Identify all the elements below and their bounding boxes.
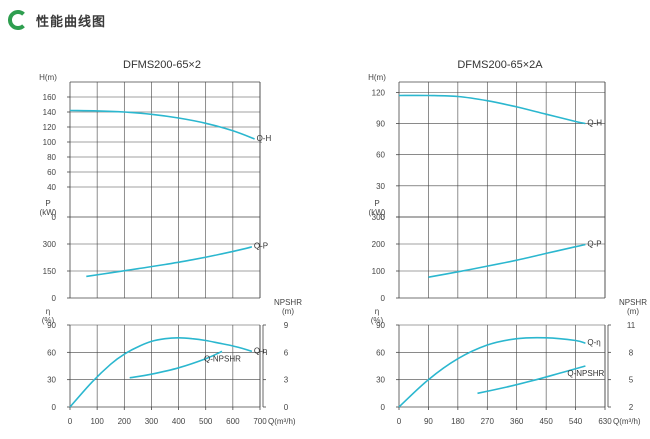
y-tick-label: 0 [52, 403, 57, 412]
y-tick-label: 200 [372, 240, 386, 249]
chart-title: DFMS200-65×2A [457, 59, 543, 71]
x-tick-label: 200 [118, 417, 132, 426]
y-tick-label: 30 [376, 376, 385, 385]
series-Q-NPSHR [129, 350, 223, 379]
panel-eta: 0 30 60 90η (%) 2 5 8 11 NPSHR (m) Q-η Q-NPSHR [371, 298, 647, 412]
y-tick-label: 100 [372, 267, 386, 276]
x-tick-label: 100 [90, 417, 104, 426]
series-Q-NPSHR [477, 365, 586, 395]
series-label: Q-P [587, 240, 601, 249]
x-tick-label: 600 [226, 417, 240, 426]
series-Q-H [398, 94, 586, 125]
x-tick-label: 90 [424, 417, 433, 426]
right-tick-label: 6 [284, 348, 289, 357]
series-label: Q-H [257, 134, 272, 143]
x-tick-label: 0 [68, 417, 73, 426]
right-tick-label: 9 [284, 321, 289, 330]
right-tick-label: 2 [629, 403, 634, 412]
x-tick-label: 500 [199, 417, 213, 426]
panel-H: 0 30 60 90 120 H(m) Q-H [368, 73, 606, 222]
series-Q-η [398, 336, 586, 408]
chart-2: DFMS200-65×2A0306090120H(m)Q-H0100200300… [368, 59, 647, 426]
y-tick-label: 60 [47, 168, 56, 177]
right-tick-label: 0 [284, 403, 289, 412]
series-Q-P [86, 245, 253, 278]
y-tick-label: 0 [381, 403, 386, 412]
y-tick-label: 120 [43, 123, 57, 132]
x-tick-label: 700 [253, 417, 267, 426]
series-label: Q-η [587, 338, 600, 347]
x-tick-label: 450 [539, 417, 553, 426]
series-Q-η [69, 336, 253, 408]
x-tick-label: 360 [510, 417, 524, 426]
page-title-text: 性能曲线图 [36, 14, 107, 30]
right-tick-label: 5 [629, 376, 634, 385]
series-label: Q-P [254, 242, 268, 251]
series-label: Q-H [587, 119, 602, 128]
y-axis-label: P (kW) [40, 199, 57, 217]
chart-title: DFMS200-65×2 [123, 59, 201, 71]
right-axis-label: NPSHR (m) [619, 298, 647, 316]
y-tick-label: 60 [376, 348, 385, 357]
panel-H: 0 40 60 80 100 120 140 160 H(m) Q-H [39, 73, 271, 222]
y-tick-label: 90 [376, 120, 385, 129]
y-tick-label: 120 [372, 88, 386, 97]
right-tick-label: 3 [284, 376, 289, 385]
right-axis-label: NPSHR (m) [274, 298, 302, 316]
y-tick-label: 30 [47, 376, 56, 385]
page-title: 性能曲线图 [8, 9, 106, 31]
y-tick-label: 0 [381, 213, 386, 222]
x-tick-label: 540 [569, 417, 583, 426]
y-axis-label: H(m) [39, 73, 57, 82]
x-tick-label: 0 [397, 417, 402, 426]
x-axis-label: Q(m³/h) [613, 417, 641, 426]
x-tick-label: 270 [481, 417, 495, 426]
x-tick-label: 180 [451, 417, 465, 426]
y-tick-label: 90 [376, 321, 385, 330]
series-label: Q-NPSHR [204, 354, 241, 363]
panel-P: 0 150 300 P (kW) Q-P [40, 199, 269, 303]
series-Q-H [69, 109, 255, 140]
y-axis-label: η (%) [371, 307, 384, 325]
panel-eta: 0 30 60 90η (%) 0 3 6 9 NPSHR (m) Q-η Q-NPSHR [42, 298, 302, 412]
logo-icon [8, 10, 25, 30]
x-tick-label: 630 [598, 417, 612, 426]
right-tick-label: 11 [627, 321, 636, 330]
y-tick-label: 30 [376, 182, 385, 191]
right-tick-label: 8 [629, 348, 634, 357]
y-tick-label: 0 [381, 294, 386, 303]
y-axis-label: η (%) [42, 307, 55, 325]
y-tick-label: 300 [43, 240, 57, 249]
y-tick-label: 40 [47, 183, 56, 192]
y-tick-label: 140 [43, 108, 57, 117]
y-tick-label: 0 [52, 213, 57, 222]
series-Q-P [428, 243, 586, 278]
x-axis-label: Q(m³/h) [268, 417, 296, 426]
y-tick-label: 60 [376, 151, 385, 160]
x-tick-label: 300 [145, 417, 159, 426]
series-label: Q-NPSHR [567, 369, 604, 378]
series-label: Q-η [254, 346, 267, 355]
x-tick-label: 400 [172, 417, 186, 426]
y-tick-label: 60 [47, 348, 56, 357]
y-tick-label: 150 [43, 267, 57, 276]
y-tick-label: 90 [47, 321, 56, 330]
y-axis-label: H(m) [368, 73, 386, 82]
chart-1: DFMS200-65×20406080100120140160H(m)Q-H01… [39, 59, 302, 426]
y-axis-label: P (kW) [369, 199, 386, 217]
y-tick-label: 0 [52, 294, 57, 303]
y-tick-label: 100 [43, 138, 57, 147]
y-tick-label: 300 [372, 213, 386, 222]
y-tick-label: 80 [47, 153, 56, 162]
y-tick-label: 160 [43, 93, 57, 102]
